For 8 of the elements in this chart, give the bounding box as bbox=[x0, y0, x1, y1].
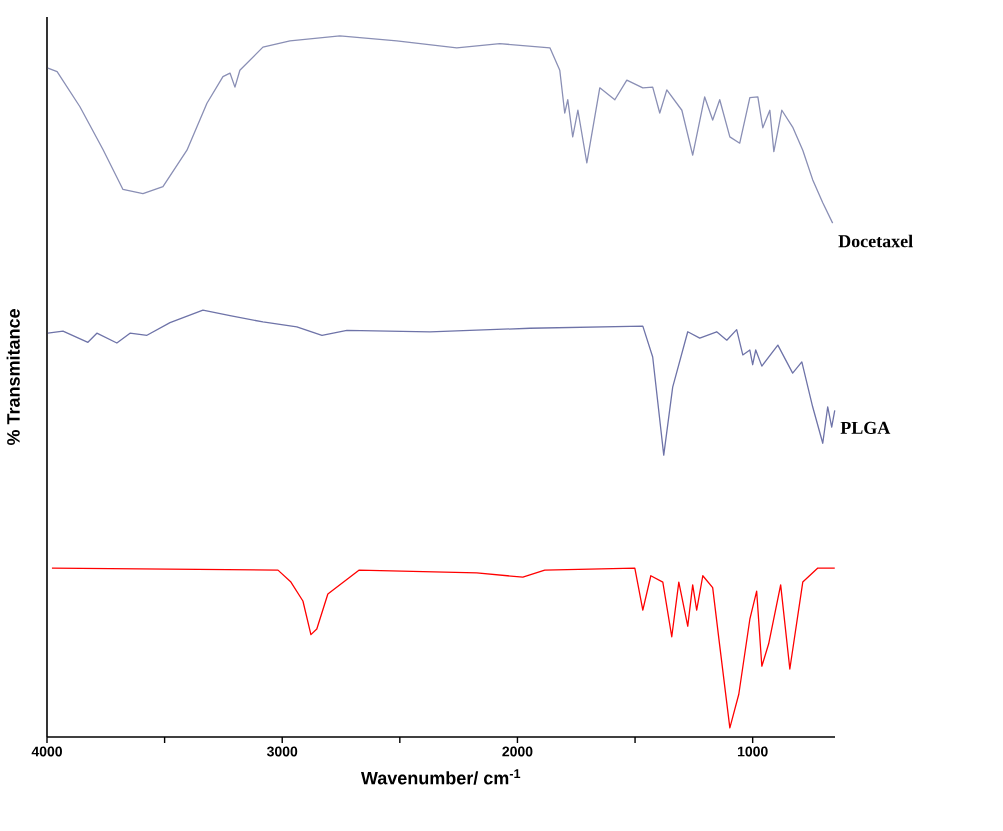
y-axis-title: % Transmitance bbox=[6, 309, 20, 446]
x-tick-label: 2000 bbox=[502, 746, 533, 757]
series-label: PLGA bbox=[840, 421, 891, 434]
x-tick-label: 4000 bbox=[31, 746, 62, 757]
x-tick-label: 3000 bbox=[266, 746, 298, 757]
x-axis-title: Wavenumber/ cm$^{-1}$ bbox=[360, 769, 521, 785]
x-tick-label: 1000 bbox=[737, 746, 768, 757]
series-label: Docetaxel bbox=[838, 234, 913, 248]
